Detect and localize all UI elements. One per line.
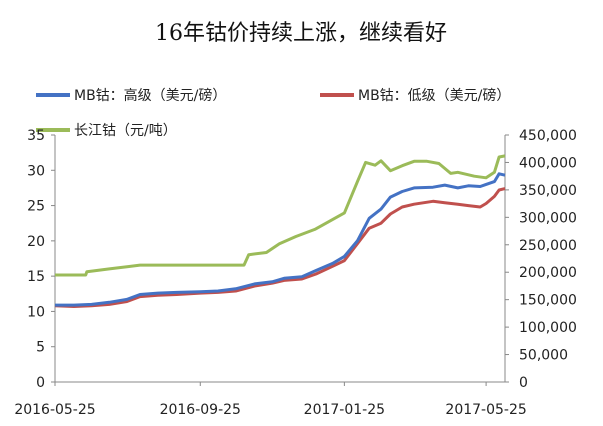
y-left-tick-label: 35 [27, 128, 45, 144]
y-right-tick-label: 50,000 [519, 348, 568, 364]
plot-area [54, 154, 506, 308]
y-right-tick-label: 300,000 [519, 210, 577, 226]
x-tick-label: 2017-05-25 [445, 402, 526, 418]
x-tick-label: 2016-09-25 [160, 402, 241, 418]
legend-label-low-grade: MB钴：低级（美元/磅） [358, 87, 510, 104]
y-left-tick-label: 25 [27, 199, 45, 215]
x-tick-label: 2017-01-25 [304, 402, 385, 418]
legend-item-low-grade: MB钴：低级（美元/磅） [320, 87, 510, 104]
y-right-tick-label: 250,000 [519, 238, 577, 254]
y-right-tick-label: 400,000 [519, 155, 577, 171]
y-right-tick-label: 0 [519, 375, 528, 391]
y-left-tick-label: 20 [27, 234, 45, 250]
series-line-low-grade [54, 187, 506, 308]
y-left-tick-label: 15 [27, 269, 45, 285]
y-left-tick-label: 5 [36, 340, 45, 356]
y-right-tick-label: 100,000 [519, 320, 577, 336]
legend: MB钴：高级（美元/磅） MB钴：低级（美元/磅） 长江钴（元/吨） [36, 87, 510, 139]
y-right-tick-label: 450,000 [519, 128, 577, 144]
y-right-tick-label: 350,000 [519, 183, 577, 199]
y-right-tick-label: 200,000 [519, 265, 577, 281]
legend-label-changjiang: 长江钴（元/吨） [74, 123, 177, 139]
legend-item-high-grade: MB钴：高级（美元/磅） [36, 87, 226, 104]
series-line-high-grade [55, 172, 506, 307]
x-tick-label: 2016-05-25 [14, 402, 95, 418]
series-line-changjiang [55, 154, 506, 277]
y-left-tick-label: 30 [27, 163, 45, 179]
y-left-tick-label: 0 [36, 375, 45, 391]
axes: 0 5 10 15 20 25 30 35 0 50,000 100,000 150,000 200,0… [14, 128, 577, 418]
chart-title: 16年钴价持续上涨，继续看好 [155, 21, 447, 46]
legend-item-changjiang: 长江钴（元/吨） [36, 123, 177, 139]
legend-label-high-grade: MB钴：高级（美元/磅） [74, 87, 226, 104]
y-left-tick-label: 10 [27, 304, 45, 320]
y-right-tick-label: 150,000 [519, 293, 577, 309]
